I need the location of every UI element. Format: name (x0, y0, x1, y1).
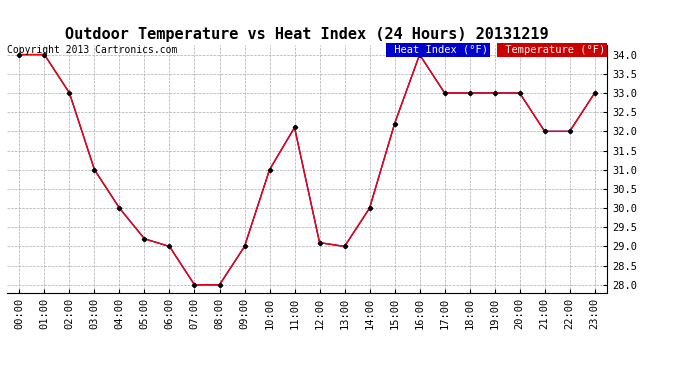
Text: Heat Index (°F): Heat Index (°F) (388, 45, 488, 55)
Title: Outdoor Temperature vs Heat Index (24 Hours) 20131219: Outdoor Temperature vs Heat Index (24 Ho… (66, 27, 549, 42)
Text: Copyright 2013 Cartronics.com: Copyright 2013 Cartronics.com (7, 45, 177, 55)
Text: Temperature (°F): Temperature (°F) (499, 45, 605, 55)
